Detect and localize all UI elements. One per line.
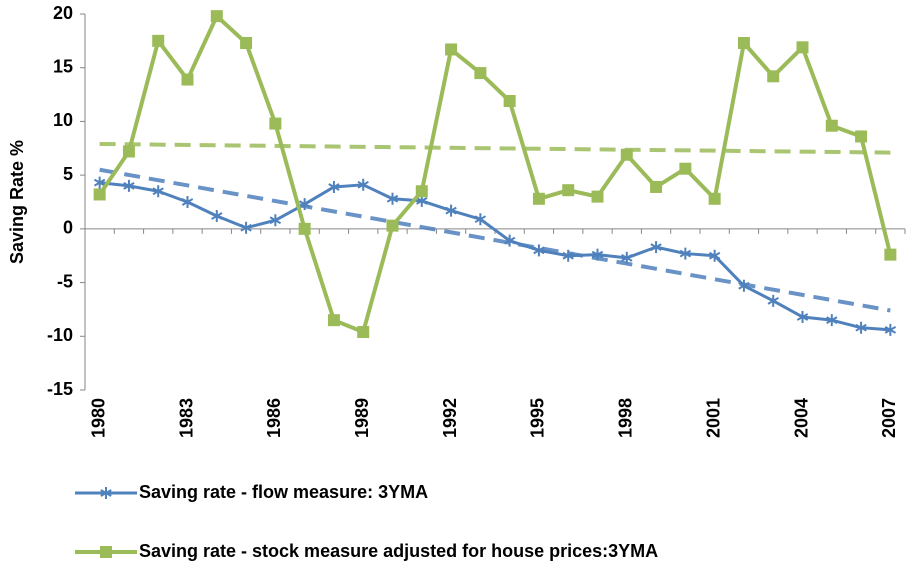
star-marker (474, 213, 487, 226)
square-marker (181, 73, 194, 86)
star-marker (738, 279, 750, 292)
star-marker (100, 487, 112, 499)
star-marker (855, 321, 867, 334)
square-marker (825, 119, 838, 132)
star-marker (357, 178, 369, 191)
series-line (99, 181, 891, 332)
square-marker (298, 222, 311, 235)
y-tick-label: -10 (47, 325, 73, 345)
x-tick-label: 2001 (703, 398, 723, 438)
star-marker (650, 241, 662, 254)
square-marker (474, 67, 487, 80)
x-tick-label: 1986 (264, 398, 284, 438)
square-marker (503, 95, 516, 108)
square-marker (767, 70, 780, 83)
trend-line (99, 167, 891, 313)
star-marker (152, 185, 164, 198)
star-marker (298, 198, 311, 211)
square-marker (152, 34, 165, 47)
y-tick-label: -5 (57, 271, 73, 291)
square-marker (415, 185, 428, 198)
square-marker (445, 43, 458, 56)
star-marker (591, 248, 604, 261)
star-marker (796, 310, 809, 323)
star-marker (708, 249, 721, 262)
y-tick-label: 0 (63, 218, 73, 238)
square-marker (357, 325, 370, 338)
square-marker (855, 130, 868, 143)
star-marker (240, 221, 252, 234)
square-marker (796, 41, 809, 54)
x-tick-label: 2007 (879, 398, 899, 438)
square-marker (591, 190, 604, 203)
series-line (97, 14, 893, 334)
star-marker (328, 180, 340, 193)
legend-item: Saving rate - flow measure: 3YMA (75, 482, 428, 502)
star-marker (123, 179, 135, 192)
square-marker (650, 180, 663, 193)
square-marker (100, 546, 112, 558)
square-marker (532, 192, 545, 205)
x-tick-label: 1992 (440, 398, 460, 438)
square-marker (708, 192, 721, 205)
square-marker (737, 37, 750, 50)
star-marker (269, 214, 282, 227)
y-tick-label: -15 (47, 379, 73, 399)
star-marker (181, 196, 194, 208)
star-marker (621, 251, 633, 264)
legend-label: Saving rate - flow measure: 3YMA (139, 482, 428, 502)
y-tick-label: 20 (53, 3, 73, 23)
star-marker (767, 294, 779, 307)
square-marker (269, 117, 282, 130)
star-marker (562, 249, 574, 262)
y-tick-label: 10 (53, 110, 73, 130)
square-marker (122, 145, 135, 158)
star-marker (503, 234, 516, 247)
x-tick-label: 1980 (88, 398, 108, 438)
star-marker (93, 176, 106, 189)
square-marker (562, 184, 575, 197)
legend-item: Saving rate - stock measure adjusted for… (75, 541, 658, 561)
x-tick-label: 1989 (352, 398, 372, 438)
x-tick-label: 1995 (528, 398, 548, 438)
square-marker (210, 10, 223, 23)
square-marker (884, 248, 897, 261)
star-marker (445, 204, 457, 217)
square-marker (240, 37, 253, 50)
y-tick-label: 15 (53, 56, 73, 76)
square-marker (679, 162, 692, 175)
star-marker (679, 247, 692, 260)
trend-line (99, 141, 891, 155)
square-marker (327, 314, 340, 327)
star-marker (826, 314, 838, 327)
x-tick-label: 2004 (791, 398, 811, 438)
square-marker (93, 188, 106, 201)
x-tick-label: 1983 (176, 398, 196, 438)
star-marker (211, 209, 223, 222)
legend-label: Saving rate - stock measure adjusted for… (139, 541, 658, 561)
star-marker (533, 244, 545, 257)
star-marker (386, 192, 399, 205)
square-marker (620, 148, 633, 161)
y-tick-label: 5 (63, 164, 73, 184)
square-marker (386, 219, 399, 232)
star-marker (884, 323, 897, 336)
x-tick-label: 1998 (616, 398, 636, 438)
y-axis-title: Saving Rate % (7, 140, 27, 264)
